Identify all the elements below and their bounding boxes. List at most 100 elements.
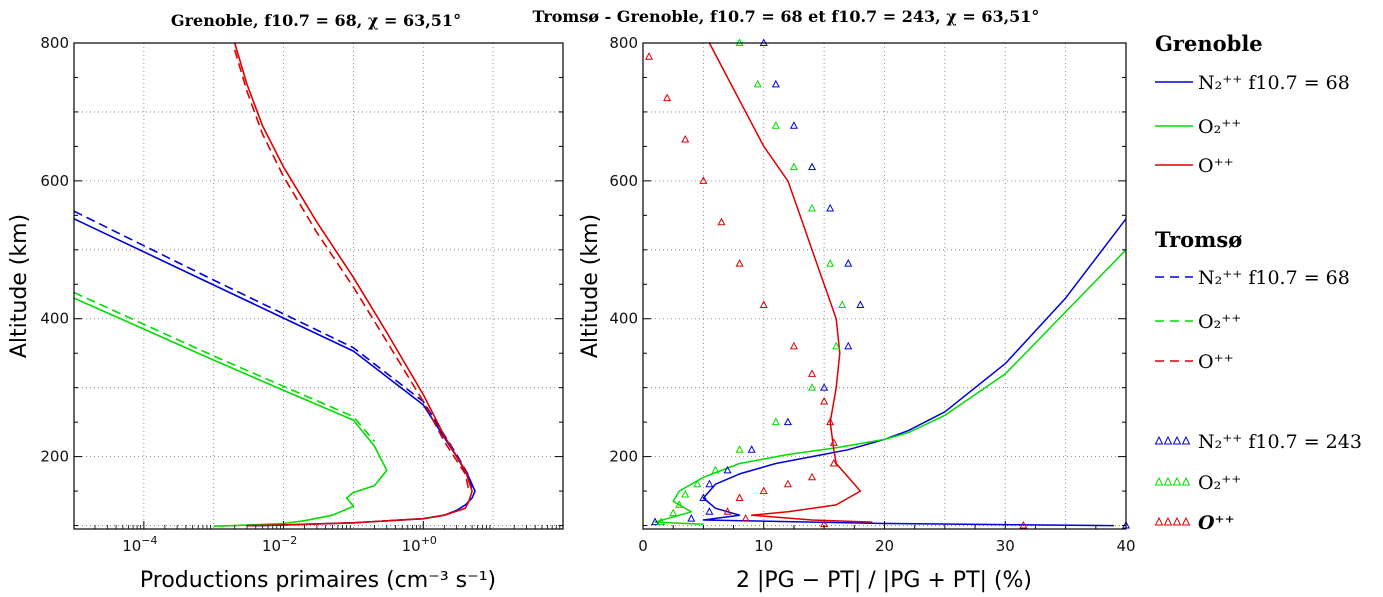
left-x-tick-base: 10	[262, 537, 281, 555]
left-x-tick-exponent: −2	[281, 534, 297, 547]
legend-triangle-symbol	[1163, 476, 1173, 486]
right-series-triangle	[771, 79, 780, 88]
left-y-tick-label: 600	[40, 172, 69, 190]
right-series-triangle	[844, 259, 853, 267]
right-series-triangle	[789, 162, 798, 171]
right-series-triangle	[693, 479, 702, 488]
right-series-triangle	[1019, 520, 1028, 529]
legend-triangle-symbol	[1154, 516, 1164, 526]
left-x-tick-exponent: +0	[421, 534, 437, 547]
legend-triangle-symbol	[1163, 516, 1173, 526]
right-series-triangle	[789, 121, 798, 129]
right-series-triangle	[651, 517, 660, 526]
right-series-triangle	[669, 508, 678, 517]
left-series	[73, 42, 476, 527]
legend-triangle-symbol	[1154, 435, 1164, 445]
legend-triangle-symbol	[1172, 516, 1182, 526]
legend-triangle-symbol	[1163, 435, 1173, 445]
left-x-axis-label: Productions primaires (cm⁻³ s⁻¹)	[140, 568, 496, 593]
right-series-triangle	[735, 493, 744, 501]
left-plot-frame	[73, 42, 564, 530]
right-chart-title: Tromsø - Grenoble, f10.7 = 68 et f10.7 =…	[533, 7, 1040, 26]
right-series-triangle	[820, 396, 829, 405]
right-series-triangle	[783, 417, 792, 426]
right-series-triangle	[759, 486, 768, 495]
right-x-tick-label: 0	[638, 537, 648, 555]
right-series-triangle	[829, 458, 838, 467]
left-x-tick-label: 10+0	[402, 534, 437, 555]
right-x-tick-label: 10	[754, 537, 773, 555]
left-x-tick-base: 10	[402, 537, 421, 555]
left-x-tick-label: 10−2	[262, 534, 297, 555]
right-series-triangle	[808, 383, 817, 391]
right-series-triangle	[808, 203, 817, 212]
left-series-line	[73, 291, 376, 443]
legend-item-label: N₂⁺⁺ f10.7 = 68	[1198, 72, 1350, 94]
legend-triangle-symbol	[1181, 435, 1191, 445]
right-series-triangle	[735, 445, 744, 453]
right-series-triangle	[829, 438, 838, 446]
right-series-triangle	[826, 417, 835, 426]
legend-items: N₂⁺⁺ f10.7 = 68 O₂⁺⁺ O⁺⁺ N₂⁺⁺ f10.7 = 68 O₂⁺…	[1154, 72, 1362, 534]
left-x-tick-exponent: −4	[141, 534, 157, 547]
legend-triangle-symbol	[1181, 516, 1191, 526]
left-y-tick-label: 200	[40, 448, 69, 466]
legend: Grenoble Tromsø N₂⁺⁺ f10.7 = 68O₂⁺⁺O⁺⁺N₂…	[1154, 31, 1362, 534]
legend-item-label: N₂⁺⁺ f10.7 = 243	[1198, 431, 1362, 453]
legend-item-label: O⁺⁺	[1198, 351, 1234, 373]
left-chart-title: Grenoble, f10.7 = 68, χ = 63,51°	[171, 11, 461, 30]
right-series-triangle	[753, 79, 762, 88]
legend-item-label: O₂⁺⁺	[1198, 311, 1241, 333]
legend-header-grenoble: Grenoble	[1155, 31, 1263, 56]
left-y-tick-label: 800	[40, 34, 69, 52]
legend-triangle-symbol	[1181, 476, 1191, 486]
right-series-triangle	[741, 514, 750, 522]
right-y-tick-label: 600	[609, 172, 638, 190]
right-series-triangle	[705, 479, 714, 488]
right-y-axis-label: Altitude (km)	[578, 214, 603, 358]
right-series	[645, 38, 1131, 529]
right-series-triangle	[838, 300, 847, 308]
right-series-triangle	[687, 514, 696, 522]
right-series-triangle	[699, 176, 708, 184]
right-ticks: 200 400 600 800 0 10 20 30 40	[609, 34, 1135, 555]
right-series-triangle	[723, 507, 732, 515]
left-x-tick-label: 10−4	[122, 534, 157, 555]
right-series-triangle	[735, 259, 744, 267]
left-grid	[74, 43, 563, 529]
right-y-tick-label: 200	[609, 448, 638, 466]
right-x-tick-label: 40	[1116, 537, 1135, 555]
right-series-triangle	[789, 341, 798, 350]
legend-triangle-symbol	[1172, 435, 1182, 445]
left-series-line	[233, 42, 473, 527]
right-y-tick-label: 800	[609, 34, 638, 52]
left-series-line	[233, 49, 470, 492]
right-series-triangle	[826, 203, 835, 212]
legend-header-tromso: Tromsø	[1155, 227, 1242, 252]
left-chart: Grenoble, f10.7 = 68, χ = 63,51° 200 400 6…	[7, 11, 564, 593]
legend-item-label: O₂⁺⁺	[1198, 116, 1241, 138]
right-series-triangle	[645, 52, 654, 60]
right-chart: Tromsø - Grenoble, f10.7 = 68 et f10.7 =…	[533, 7, 1136, 593]
right-series-triangle	[783, 479, 792, 488]
right-series-triangle	[657, 517, 666, 526]
legend-item-label: N₂⁺⁺ f10.7 = 68	[1198, 267, 1350, 289]
legend-item-label: O⁺⁺	[1198, 155, 1234, 177]
right-series-triangle	[663, 93, 672, 102]
right-series-triangle	[808, 369, 817, 377]
right-series-triangle	[771, 417, 780, 426]
left-series-line	[73, 218, 476, 527]
right-series-triangle	[820, 383, 829, 391]
right-series-triangle	[723, 465, 732, 474]
right-series-triangle	[759, 300, 768, 308]
right-series-triangle	[699, 493, 708, 501]
left-y-tick-label: 400	[40, 310, 69, 328]
legend-item-label: O₂⁺⁺	[1198, 472, 1241, 494]
right-series-triangle	[832, 341, 841, 350]
right-series-triangle	[681, 489, 690, 498]
right-series-triangle	[808, 162, 817, 171]
right-y-tick-label: 400	[609, 310, 638, 328]
right-series-triangle	[747, 445, 756, 453]
